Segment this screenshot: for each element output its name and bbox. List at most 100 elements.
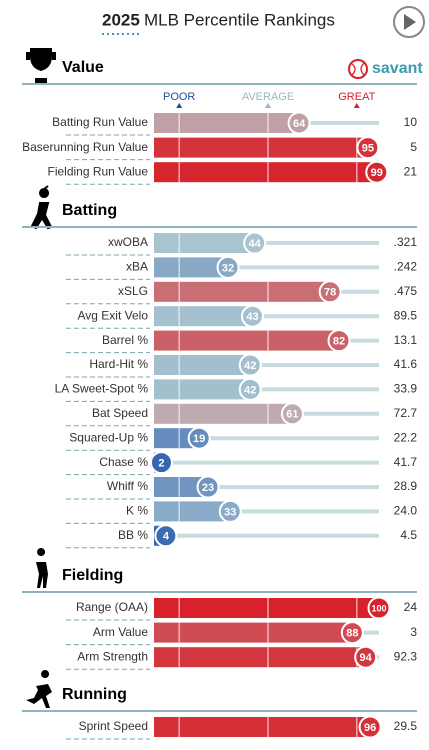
- metric-label: Squared-Up %: [69, 430, 148, 444]
- percentile-bubble: [196, 475, 220, 499]
- percentile-label: 88: [346, 628, 358, 640]
- bar: [154, 622, 353, 643]
- percentile-label: 2: [158, 458, 164, 470]
- bar: [154, 355, 251, 375]
- legend-label: POOR: [163, 91, 195, 103]
- percentile-bubble: [187, 426, 211, 450]
- savant-logo: savant: [348, 59, 423, 79]
- metric-label: Barrel %: [102, 333, 148, 347]
- percentile-label: 78: [324, 287, 336, 299]
- percentile-bubble: [154, 524, 178, 548]
- metric-label: BB %: [118, 528, 148, 542]
- percentile-bubble: [367, 596, 391, 620]
- section-title: Value: [62, 59, 104, 76]
- icon-runner: [26, 670, 52, 708]
- bar: [154, 403, 293, 424]
- metric-label: Batting Run Value: [52, 115, 148, 129]
- percentile-label: 94: [360, 652, 373, 664]
- stat-value: 13.1: [394, 333, 418, 347]
- metric-label: Range (OAA): [76, 600, 148, 614]
- metric-label: Whiff %: [107, 479, 148, 493]
- stat-value: 33.9: [394, 382, 418, 396]
- metric-label: Sprint Speed: [79, 719, 148, 733]
- stat-value: .475: [394, 284, 418, 298]
- metric-label: xBA: [126, 260, 148, 274]
- metric-label: Arm Value: [93, 625, 148, 639]
- stat-value: 5: [410, 140, 417, 154]
- metric-label: Avg Exit Velo: [78, 308, 149, 322]
- percentile-label: 33: [224, 506, 236, 518]
- stat-value: 72.7: [394, 406, 418, 420]
- metric-label: xSLG: [118, 284, 148, 298]
- bar: [154, 137, 368, 158]
- percentile-bubble: [327, 329, 351, 353]
- header-year: 2025: [102, 10, 140, 29]
- icon-batter: [30, 185, 53, 230]
- legend-marker: [353, 103, 360, 108]
- bar: [154, 162, 377, 183]
- bar: [154, 281, 331, 302]
- metric-label: Bat Speed: [92, 406, 148, 420]
- percentile-label: 4: [163, 531, 170, 543]
- stat-value: 41.7: [394, 455, 418, 469]
- bar: [154, 379, 251, 400]
- legend-label: AVERAGE: [242, 91, 294, 103]
- percentile-label: 19: [193, 433, 205, 445]
- percentile-label: 32: [222, 262, 234, 274]
- stat-value: 89.5: [394, 308, 418, 322]
- header-title: MLB Percentile Rankings: [144, 10, 335, 29]
- stat-value: 24: [404, 600, 418, 614]
- stat-value: 29.5: [394, 719, 418, 733]
- bar: [154, 501, 231, 522]
- play-button[interactable]: [393, 6, 425, 38]
- bar: [154, 477, 209, 497]
- metric-label: xwOBA: [108, 235, 148, 249]
- stat-value: 4.5: [400, 528, 417, 542]
- percentile-bubble: [356, 136, 380, 160]
- percentile-bubble: [216, 255, 240, 279]
- section-title: Fielding: [62, 567, 123, 584]
- stat-value: 41.6: [394, 357, 418, 371]
- bar: [154, 598, 379, 618]
- icon-trophy: [26, 48, 56, 84]
- bar: [154, 306, 253, 327]
- percentile-label: 42: [244, 384, 256, 396]
- icon-fielder: [36, 548, 48, 588]
- percentile-label: 100: [371, 603, 386, 613]
- percentile-label: 96: [364, 722, 376, 734]
- section-title: Batting: [62, 202, 117, 219]
- brand: savant: [372, 60, 423, 77]
- percentile-bubble: [243, 231, 267, 255]
- bar: [154, 113, 300, 133]
- percentile-label: 61: [286, 409, 298, 421]
- percentile-bubble: [358, 715, 382, 739]
- legend-marker: [176, 103, 183, 108]
- legend-label: GREAT: [338, 91, 375, 103]
- percentile-label: 99: [371, 167, 383, 179]
- percentile-bubble: [240, 304, 264, 328]
- metric-label: K %: [126, 504, 148, 518]
- stat-value: 28.9: [394, 479, 418, 493]
- stat-value: 24.0: [394, 504, 418, 518]
- percentile-bubble: [340, 621, 364, 645]
- metric-label: Fielding Run Value: [47, 164, 148, 178]
- stat-value: 22.2: [394, 430, 418, 444]
- bar: [154, 647, 366, 668]
- percentile-label: 43: [246, 311, 258, 323]
- percentile-label: 42: [244, 360, 256, 372]
- stat-value: 92.3: [394, 649, 418, 663]
- percentile-label: 44: [249, 238, 262, 250]
- bar: [154, 257, 229, 278]
- percentile-bubble: [318, 280, 342, 304]
- metric-label: Baserunning Run Value: [22, 140, 148, 154]
- metric-label: LA Sweet-Spot %: [55, 382, 149, 396]
- stat-value: .242: [394, 260, 418, 274]
- stat-value: 21: [404, 164, 418, 178]
- legend-marker: [265, 103, 271, 108]
- metric-label: Arm Strength: [77, 649, 148, 663]
- percentile-bubble: [287, 111, 311, 135]
- bar: [154, 330, 340, 351]
- percentile-bubble: [280, 402, 304, 426]
- metric-label: Hard-Hit %: [89, 357, 148, 371]
